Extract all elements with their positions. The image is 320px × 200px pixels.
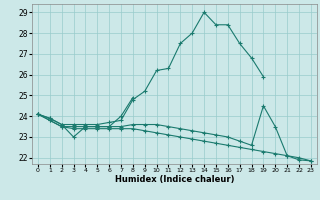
X-axis label: Humidex (Indice chaleur): Humidex (Indice chaleur) [115, 175, 234, 184]
